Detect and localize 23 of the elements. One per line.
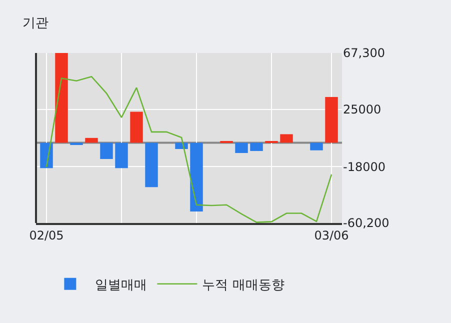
legend-label: 일별매매 [95,278,148,293]
legend-label: 누적 매매동향 [202,278,284,293]
y-tick-label: -60,200 [343,216,390,230]
bar [250,142,263,151]
bar [325,97,338,143]
y-tick-label: 67,300 [343,46,385,60]
x-tick-label: 02/05 [29,228,64,242]
bar [310,142,323,150]
chart-title: 기관 [22,16,49,32]
bar [145,142,158,188]
bar [115,142,128,168]
bar [40,142,53,168]
y-tick-label: 25000 [343,102,382,117]
bar [130,112,143,143]
line-series [46,76,332,223]
bar [235,142,248,153]
x-tick-label: 03/06 [314,228,349,242]
y-tick-label: -18000 [343,160,386,174]
bar [55,53,68,143]
bar [190,142,203,212]
bar [85,138,98,143]
bar [100,142,113,159]
bar [280,134,293,143]
